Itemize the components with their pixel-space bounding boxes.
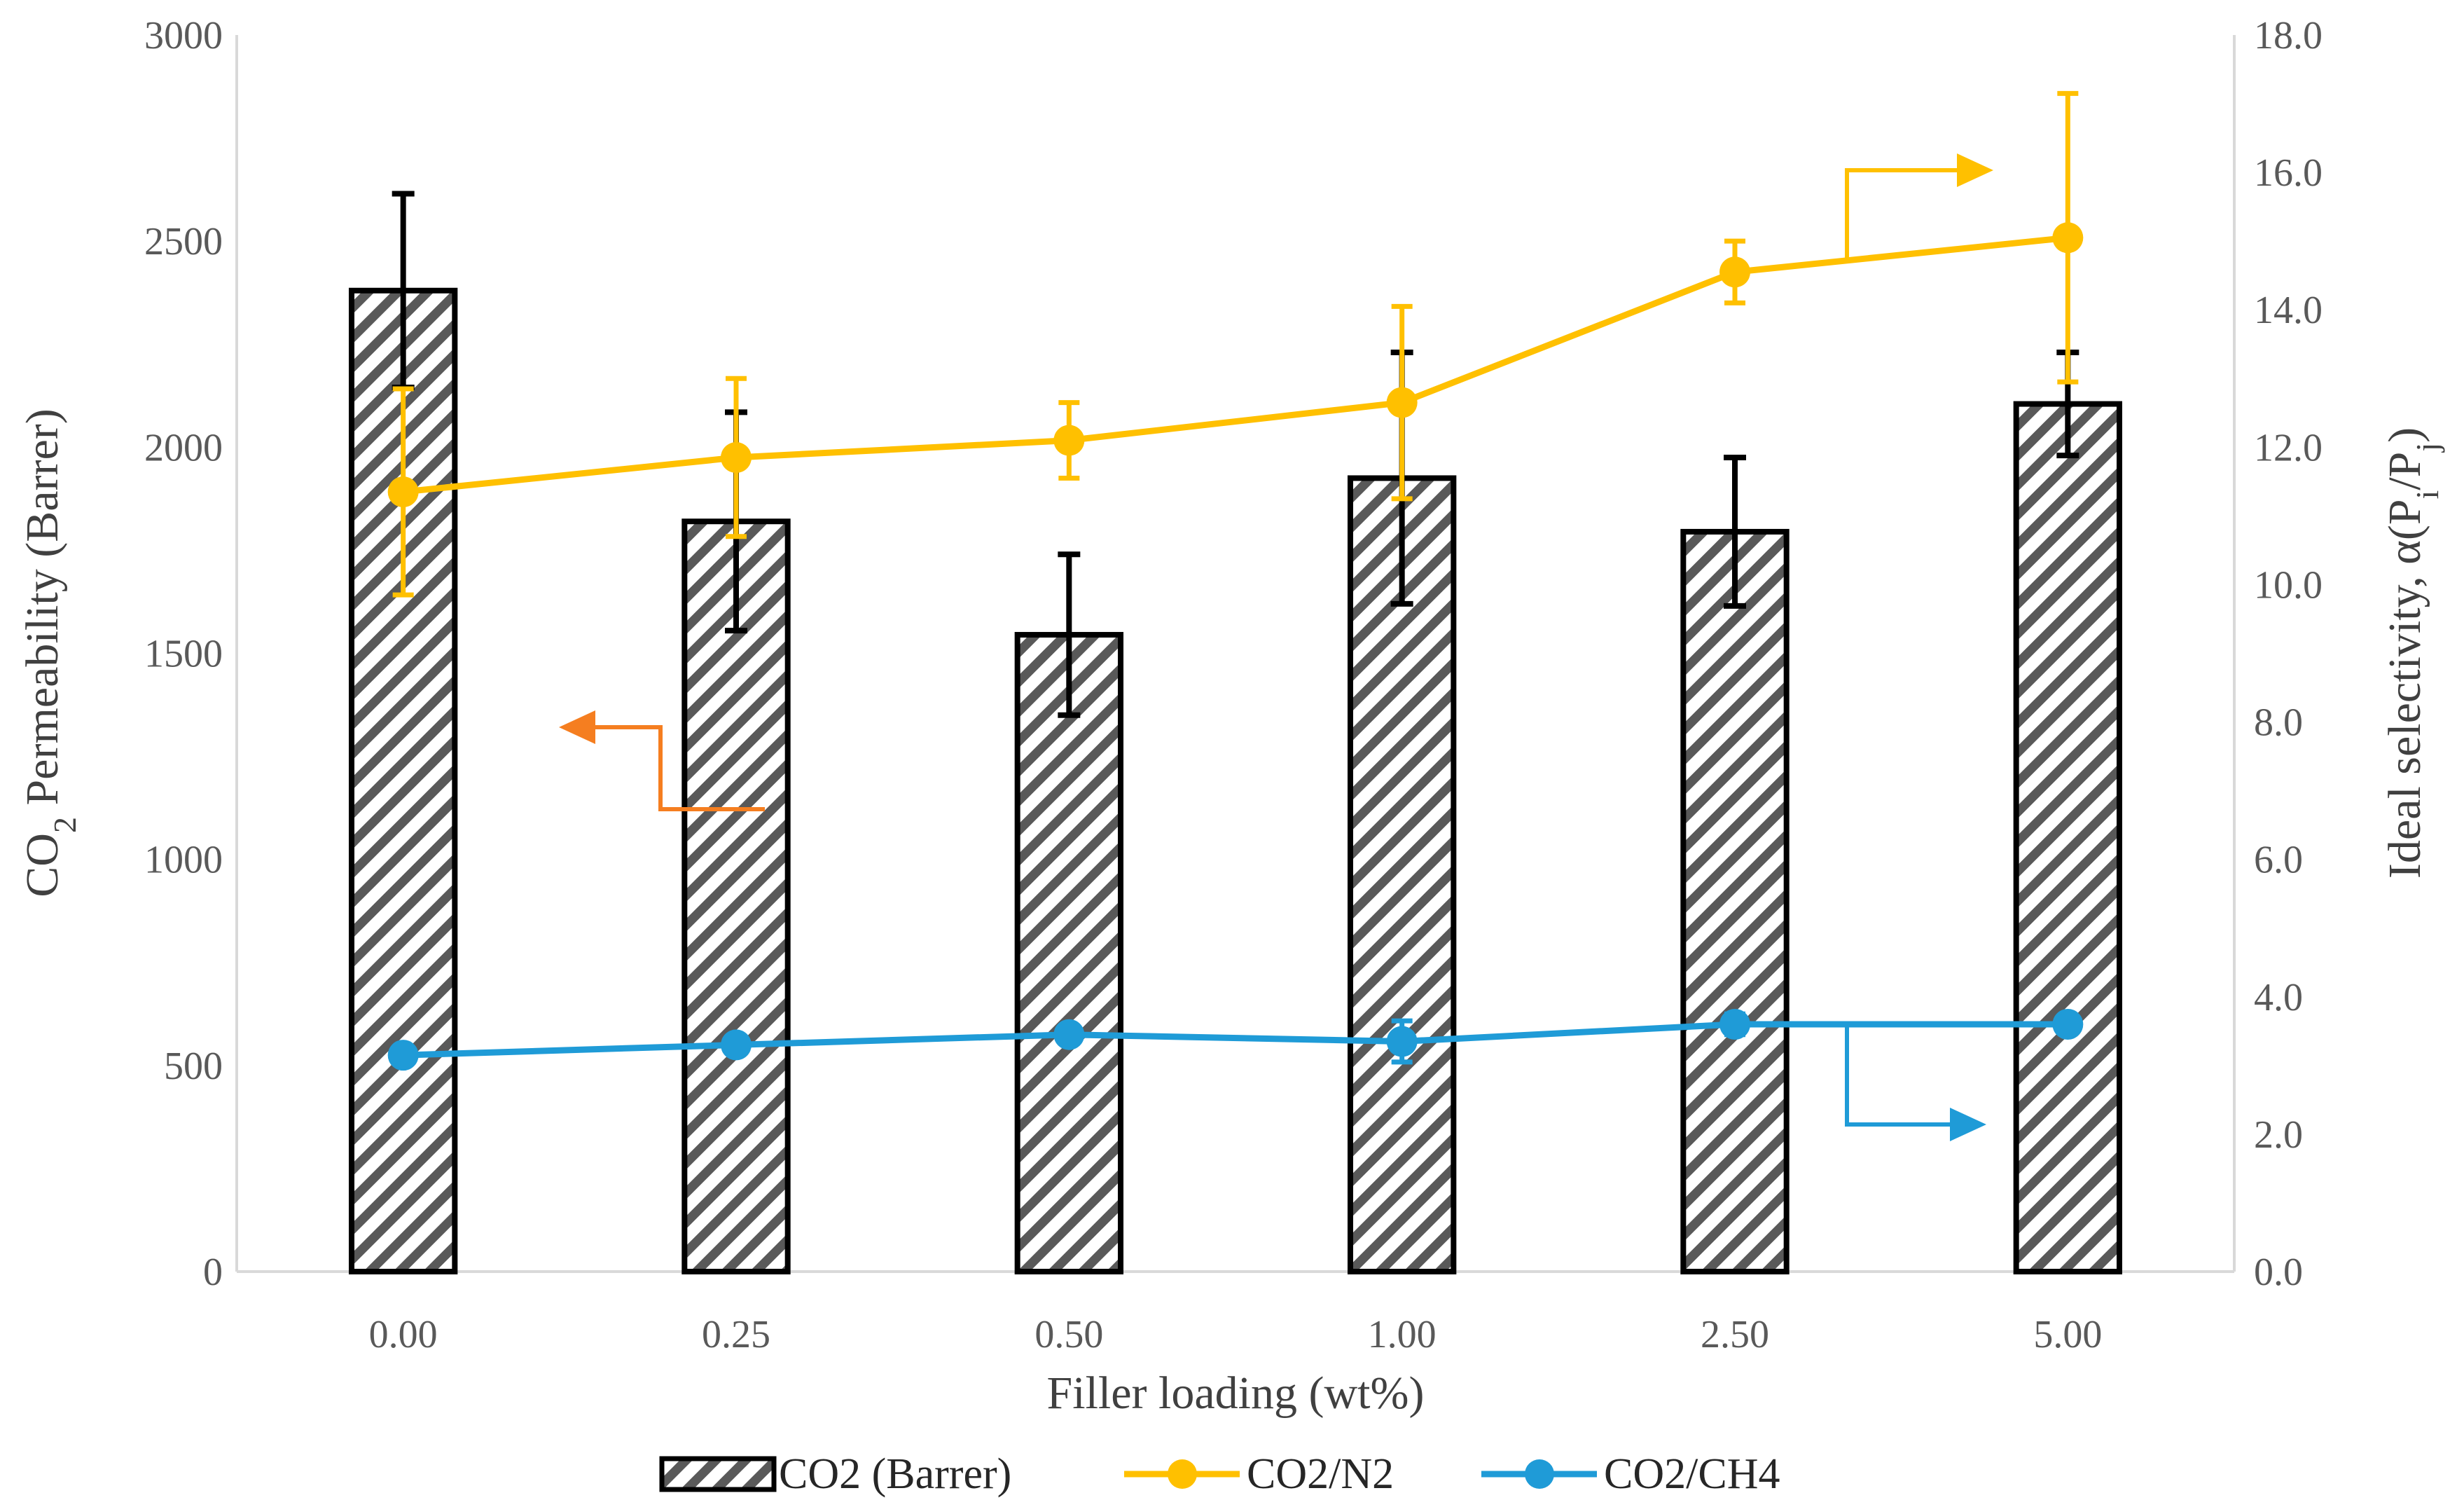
data-point <box>1719 1009 1750 1040</box>
y-axis-title-sub: 2 <box>47 817 83 833</box>
axes: 0 500 1000 1500 2000 2500 3000 0.0 2.0 4.0 6.0 8.0… <box>144 14 2323 1356</box>
data-point <box>2052 222 2084 254</box>
legend-label-co2-ch4: CO2/CH4 <box>1604 1450 1780 1498</box>
annotation-arrow-head <box>1957 153 1993 187</box>
y2-axis-title-post: ) <box>2379 427 2430 443</box>
x-tick-labels: 0.00 0.25 0.50 1.00 2.50 5.00 <box>369 1313 2103 1356</box>
x-tick-label: 0.50 <box>1034 1313 1103 1356</box>
legend-swatch-co2-barrer <box>659 1456 777 1492</box>
bar <box>1014 632 1124 1274</box>
x-tick-label: 5.00 <box>2033 1313 2102 1356</box>
annotation-arrows <box>559 153 1993 1141</box>
y-axis-title-pre: CO <box>17 833 68 897</box>
y2-axis-title: Ideal selectivity, α(Pi/Pj) <box>2379 427 2445 879</box>
annotation-arrow-head <box>559 710 595 744</box>
data-point <box>1053 1019 1085 1050</box>
y2-tick-label: 14.0 <box>2254 289 2323 332</box>
legend-marker-co2-n2 <box>1168 1459 1197 1489</box>
y2-tick-label: 6.0 <box>2254 839 2303 882</box>
y-axis-title-post: Permeability (Barrer) <box>17 408 68 817</box>
y-axis-title: CO2 Permeability (Barrer) <box>17 408 83 897</box>
y2-tick-label: 2.0 <box>2254 1113 2303 1157</box>
legend-marker-co2-ch4 <box>1525 1459 1554 1489</box>
y-tick-label: 1000 <box>144 839 223 882</box>
y2-tick-label: 16.0 <box>2254 151 2323 195</box>
data-point <box>1719 256 1750 288</box>
y2-tick-label: 4.0 <box>2254 976 2303 1019</box>
y-tick-label: 1500 <box>144 633 223 676</box>
y2-tick-label: 18.0 <box>2254 14 2323 57</box>
annotation-arrow-line <box>1845 168 1961 259</box>
legend: CO2 (Barrer) CO2/N2 CO2/CH4 <box>659 1450 1780 1498</box>
series-line <box>403 234 2068 495</box>
bar-error-bars <box>392 191 2079 718</box>
data-point <box>1386 1026 1418 1057</box>
y2-axis-title-mid: /P <box>2379 452 2430 490</box>
data-point <box>1053 425 1085 456</box>
right-tick-labels: 0.0 2.0 4.0 6.0 8.0 10.0 12.0 14.0 16.0 18.0 <box>2254 14 2323 1294</box>
x-tick-label: 0.00 <box>369 1313 438 1356</box>
y-tick-label: 2500 <box>144 220 223 263</box>
series-line <box>403 1021 2068 1059</box>
data-point <box>387 1040 419 1071</box>
data-point <box>2052 1009 2084 1040</box>
y2-axis-title-pre: Ideal selectivity, α(P <box>2379 499 2430 879</box>
line-series <box>387 90 2084 1071</box>
bar <box>1347 475 1457 1274</box>
y2-tick-label: 12.0 <box>2254 426 2323 469</box>
legend-label-co2-n2: CO2/N2 <box>1247 1450 1394 1498</box>
x-tick-label: 0.25 <box>702 1313 770 1356</box>
y-tick-label: 0 <box>203 1251 223 1294</box>
y2-axis-title-sub1: i <box>2409 490 2445 500</box>
x-tick-label: 2.50 <box>1701 1313 1769 1356</box>
bar <box>2013 401 2123 1274</box>
y-tick-label: 2000 <box>144 426 223 469</box>
left-tick-labels: 0 500 1000 1500 2000 2500 3000 <box>144 14 223 1294</box>
bar <box>681 518 791 1275</box>
bar-series <box>348 287 2123 1275</box>
annotation-arrow-line <box>1845 1026 1954 1127</box>
annotation-arrow-head <box>1950 1108 1986 1141</box>
y2-tick-label: 8.0 <box>2254 701 2303 745</box>
data-point <box>721 1029 752 1061</box>
y2-tick-label: 0.0 <box>2254 1251 2303 1294</box>
data-point <box>721 442 752 474</box>
y2-tick-label: 10.0 <box>2254 563 2323 607</box>
x-axis-title: Filler loading (wt%) <box>1047 1368 1425 1419</box>
annotation-arrow-line <box>574 725 765 811</box>
bar <box>1680 528 1790 1274</box>
x-tick-label: 1.00 <box>1368 1313 1437 1356</box>
y-tick-label: 500 <box>164 1045 223 1088</box>
y2-axis-title-sub2: j <box>2409 443 2445 453</box>
data-point <box>387 476 419 508</box>
legend-label-co2-barrer: CO2 (Barrer) <box>779 1450 1011 1498</box>
data-point <box>1386 387 1418 418</box>
y-tick-label: 3000 <box>144 14 223 57</box>
